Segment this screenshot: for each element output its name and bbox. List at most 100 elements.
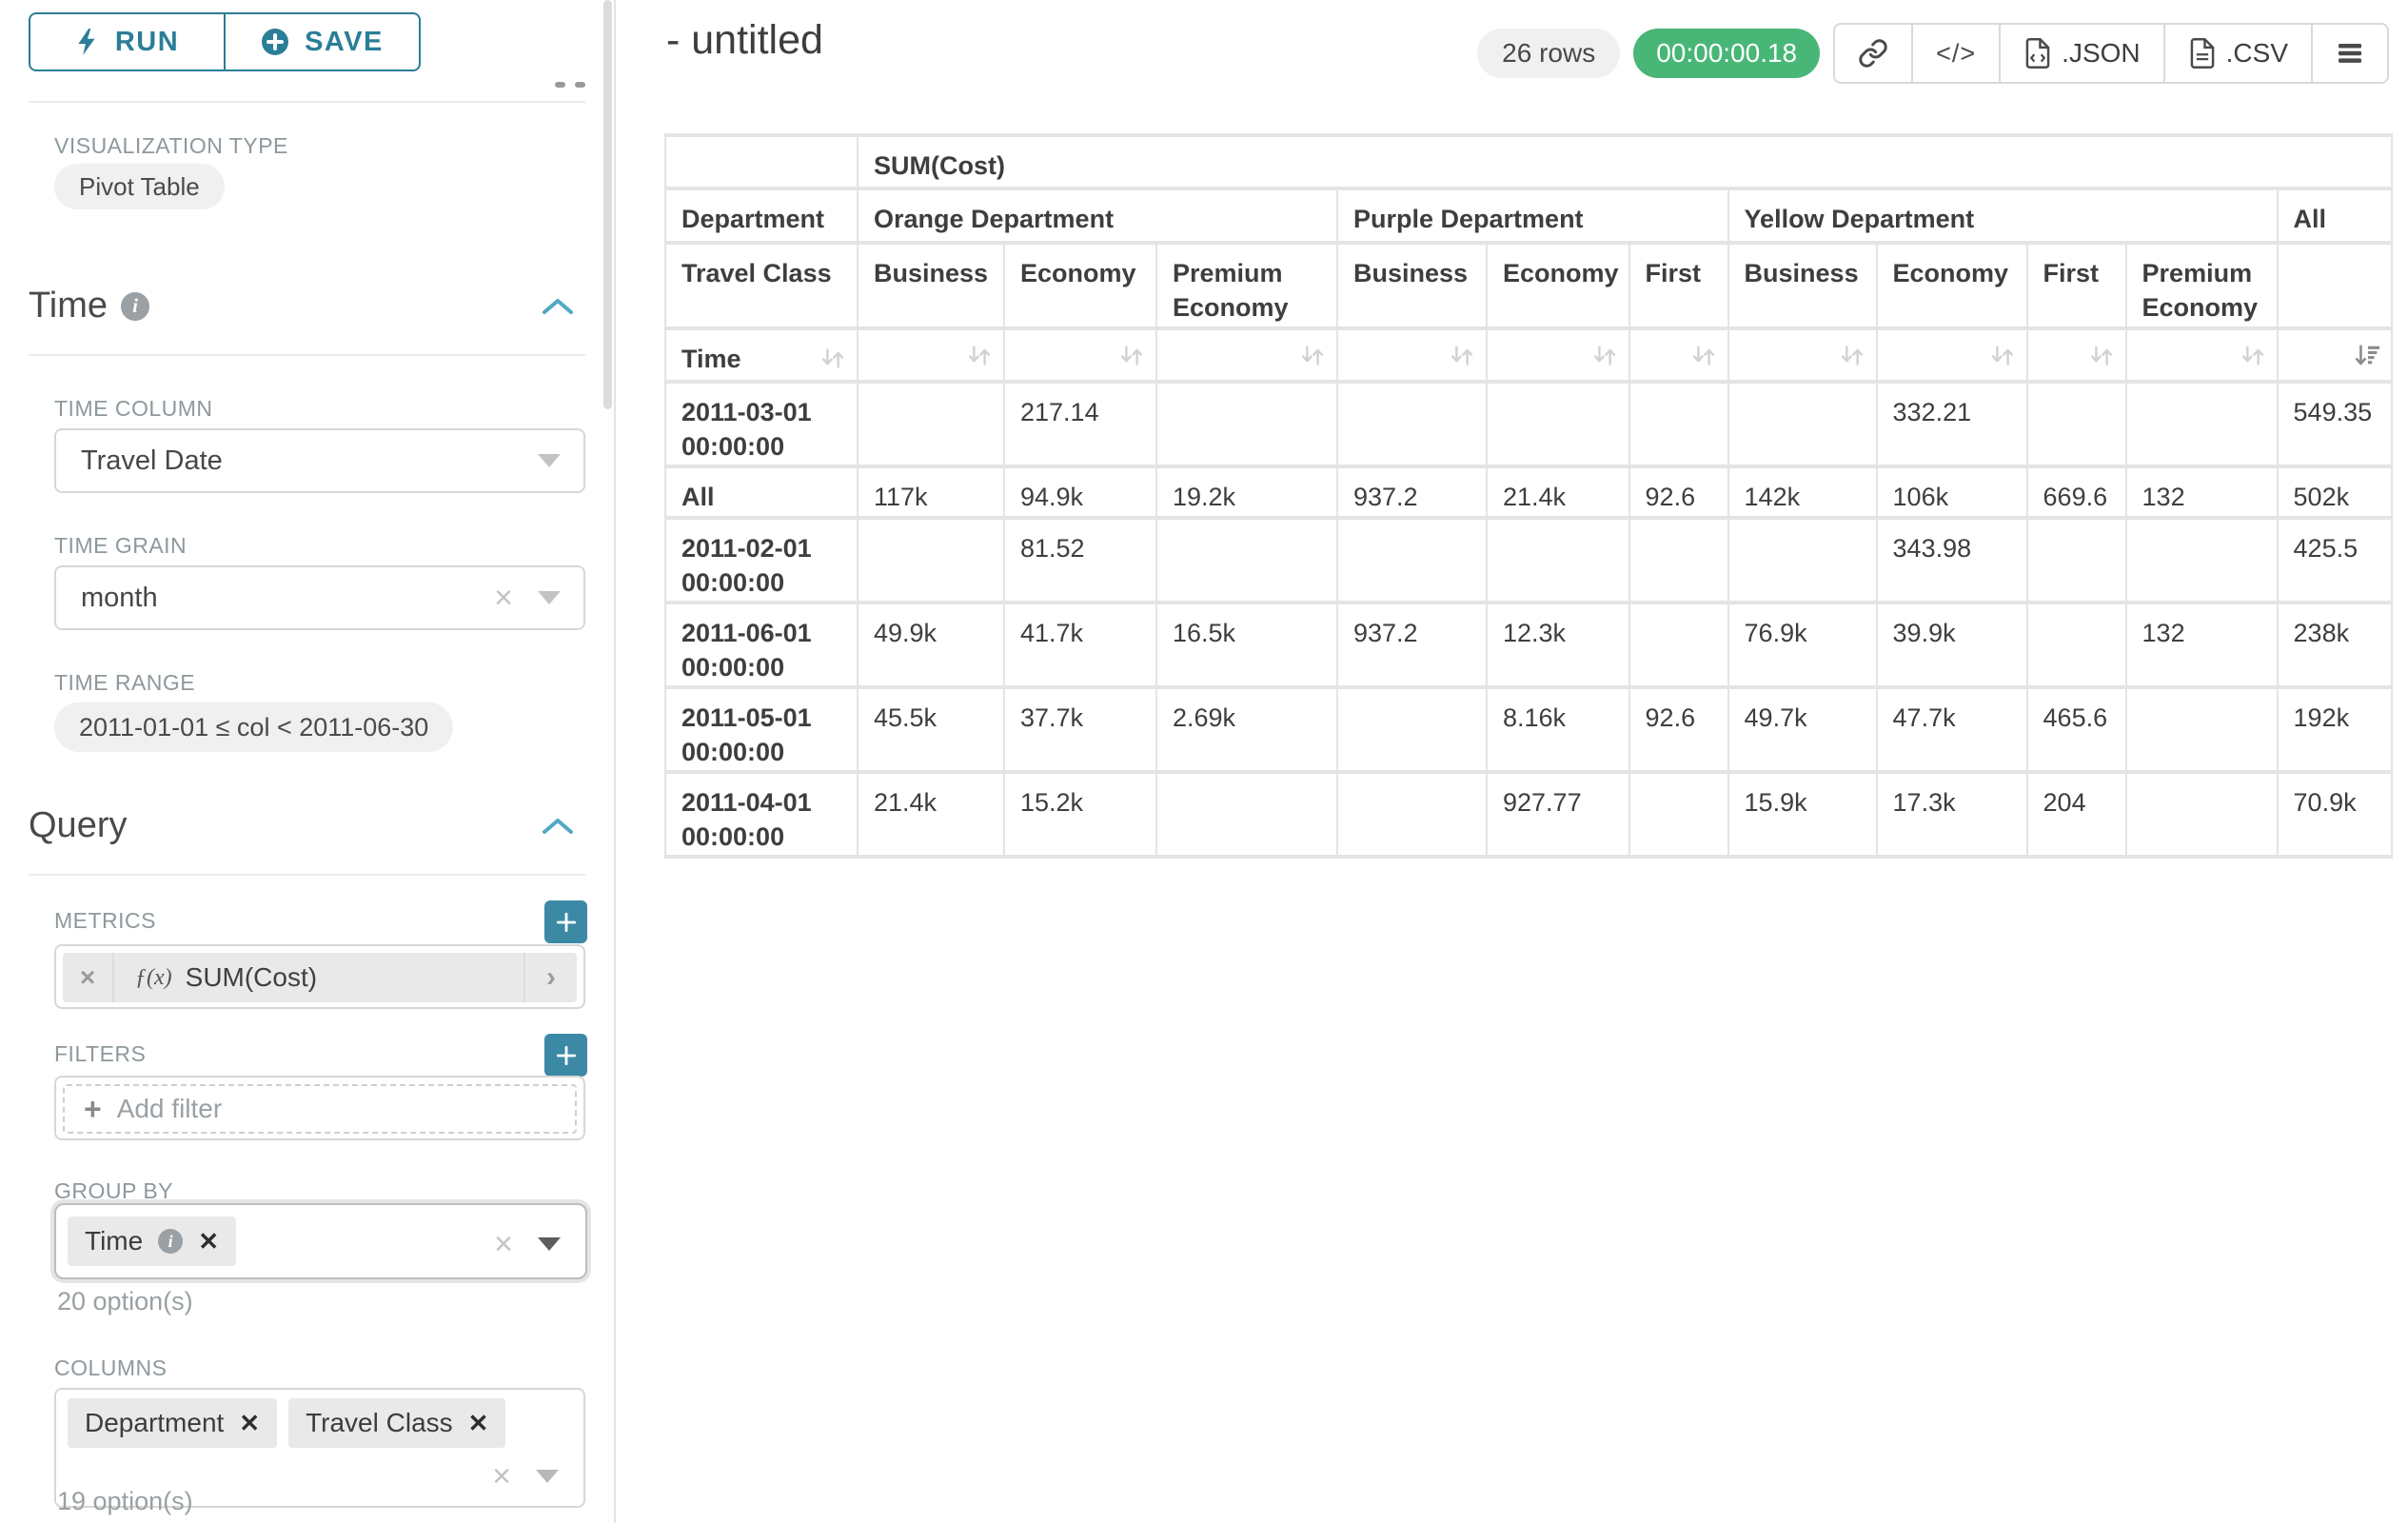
add-metric-button[interactable] — [544, 900, 587, 943]
time-range-pill[interactable]: 2011-01-01 ≤ col < 2011-06-30 — [54, 702, 454, 752]
sort-icon[interactable] — [1838, 342, 1866, 370]
embed-code-button[interactable]: </> — [1911, 25, 1999, 82]
clear-icon[interactable]: × — [494, 1226, 513, 1262]
sort-icon[interactable] — [1117, 342, 1146, 370]
sort-desc-active-icon[interactable] — [2353, 342, 2381, 370]
remove-tag-icon[interactable]: ✕ — [239, 1408, 261, 1437]
divider — [29, 354, 585, 356]
chevron-down-icon[interactable] — [536, 1470, 559, 1483]
viz-type-pill[interactable]: Pivot Table — [54, 164, 225, 209]
group-by-tag-time[interactable]: Time i ✕ — [68, 1216, 236, 1266]
pivot-group-header: Purple Department — [1338, 190, 1727, 241]
pivot-sort-cell[interactable] — [2278, 330, 2391, 380]
pivot-metric-header: SUM(Cost) — [859, 137, 2391, 187]
pivot-value-cell: 238k — [2278, 604, 2391, 685]
clear-icon[interactable]: × — [494, 580, 513, 616]
pivot-value-cell: 81.52 — [1005, 520, 1155, 601]
pivot-sort-cell[interactable] — [1488, 330, 1628, 380]
columns-options-note: 19 option(s) — [57, 1487, 193, 1515]
pivot-value-cell — [859, 520, 1003, 601]
pivot-sort-cell[interactable] — [2027, 330, 2125, 380]
code-icon: </> — [1936, 38, 1977, 68]
filters-control: + Add filter — [54, 1076, 585, 1140]
pivot-value-cell — [2027, 604, 2125, 685]
pivot-table: SUM(Cost) Department Orange Department Purp… — [664, 133, 2393, 859]
pivot-class-header: Premium Economy — [1157, 245, 1336, 326]
pivot-row-header: 2011-06-01 00:00:00 — [666, 604, 857, 685]
pivot-sort-cell[interactable] — [2126, 330, 2277, 380]
time-grain-select[interactable]: month × — [54, 565, 585, 630]
add-filter-plus-button[interactable] — [544, 1034, 587, 1077]
info-icon[interactable]: i — [158, 1229, 184, 1254]
pivot-sort-cell[interactable] — [1629, 330, 1727, 380]
pivot-value-cell — [1629, 520, 1727, 601]
pivot-sort-cell[interactable] — [1338, 330, 1486, 380]
more-options-button[interactable] — [2311, 25, 2387, 82]
pivot-value-cell — [2126, 384, 2277, 465]
columns-select[interactable]: Department ✕ Travel Class ✕ × — [54, 1388, 585, 1508]
save-button[interactable]: SAVE — [224, 12, 421, 71]
sidebar-scrollbar[interactable] — [603, 0, 612, 409]
columns-tag-travel-class[interactable]: Travel Class ✕ — [288, 1398, 506, 1448]
sort-icon[interactable] — [965, 342, 994, 370]
pivot-value-cell: 92.6 — [1629, 689, 1727, 770]
sort-icon[interactable] — [1590, 342, 1619, 370]
sort-icon[interactable] — [1988, 342, 2017, 370]
sort-icon[interactable] — [2239, 342, 2267, 370]
pivot-sort-cell[interactable] — [1005, 330, 1155, 380]
remove-tag-icon[interactable]: ✕ — [467, 1408, 489, 1437]
remove-tag-icon[interactable]: ✕ — [198, 1226, 219, 1256]
sort-icon[interactable] — [1689, 342, 1718, 370]
export-json-button[interactable]: .JSON — [1999, 25, 2162, 82]
sort-icon[interactable] — [2087, 342, 2116, 370]
chevron-right-icon[interactable]: › — [523, 953, 577, 1002]
copy-link-button[interactable] — [1835, 25, 1911, 82]
chart-panel: - untitled 26 rows 00:00:00.18 </> .JSON… — [618, 0, 2408, 1523]
pivot-class-header: Business — [859, 245, 1003, 326]
pivot-sort-cell[interactable] — [1728, 330, 1876, 380]
chart-title[interactable]: - untitled — [666, 17, 823, 63]
sort-icon[interactable] — [1298, 342, 1327, 370]
time-section-header: Time i — [29, 286, 150, 326]
pivot-value-cell — [1338, 774, 1486, 855]
chevron-down-icon[interactable] — [538, 1237, 561, 1251]
pivot-value-cell — [2126, 520, 2277, 601]
group-by-select[interactable]: Time i ✕ × — [54, 1203, 587, 1279]
pivot-group-header: All — [2278, 190, 2391, 241]
json-file-icon — [2025, 38, 2050, 69]
query-collapse-chevron-up-icon[interactable] — [542, 817, 574, 836]
export-button-group: </> .JSON .CSV — [1833, 23, 2389, 84]
export-csv-button[interactable]: .CSV — [2162, 25, 2311, 82]
pivot-value-cell: 39.9k — [1877, 604, 2026, 685]
pivot-value-cell: 106k — [1877, 468, 2026, 516]
pivot-sort-cell[interactable] — [1157, 330, 1336, 380]
pivot-value-cell: 343.98 — [1877, 520, 2026, 601]
pivot-corner-department: Department — [666, 190, 857, 241]
remove-metric-icon[interactable]: × — [63, 953, 114, 1002]
metric-token[interactable]: × ƒ(x) SUM(Cost) › — [63, 953, 577, 1002]
query-timer-badge: 00:00:00.18 — [1633, 29, 1821, 78]
run-button[interactable]: RUN — [29, 12, 226, 71]
time-collapse-chevron-up-icon[interactable] — [542, 297, 574, 316]
pivot-value-cell: 21.4k — [1488, 468, 1628, 516]
columns-label: COLUMNS — [54, 1355, 168, 1380]
pivot-value-cell: 132 — [2126, 468, 2277, 516]
pivot-sort-cell[interactable] — [859, 330, 1003, 380]
pivot-value-cell: 549.35 — [2278, 384, 2391, 465]
pivot-value-cell: 16.5k — [1157, 604, 1336, 685]
clear-icon[interactable]: × — [492, 1458, 511, 1494]
add-filter-button[interactable]: + Add filter — [63, 1084, 577, 1134]
info-icon[interactable]: i — [121, 291, 150, 321]
sort-icon[interactable] — [1448, 342, 1476, 370]
pivot-value-cell: 15.9k — [1728, 774, 1876, 855]
pivot-value-cell: 502k — [2278, 468, 2391, 516]
columns-tag-department[interactable]: Department ✕ — [68, 1398, 278, 1448]
pivot-class-header: Premium Economy — [2126, 245, 2277, 326]
control-panel-sidebar: Chart Type RUN SAVE VISUALIZATION TYPE P… — [0, 0, 616, 1523]
pivot-sort-cell[interactable] — [1877, 330, 2026, 380]
sort-icon[interactable] — [819, 345, 847, 373]
hamburger-menu-icon — [2339, 44, 2361, 63]
pivot-value-cell — [1338, 384, 1486, 465]
time-column-select[interactable]: Travel Date — [54, 428, 585, 493]
pivot-corner-time[interactable]: Time — [666, 330, 857, 380]
